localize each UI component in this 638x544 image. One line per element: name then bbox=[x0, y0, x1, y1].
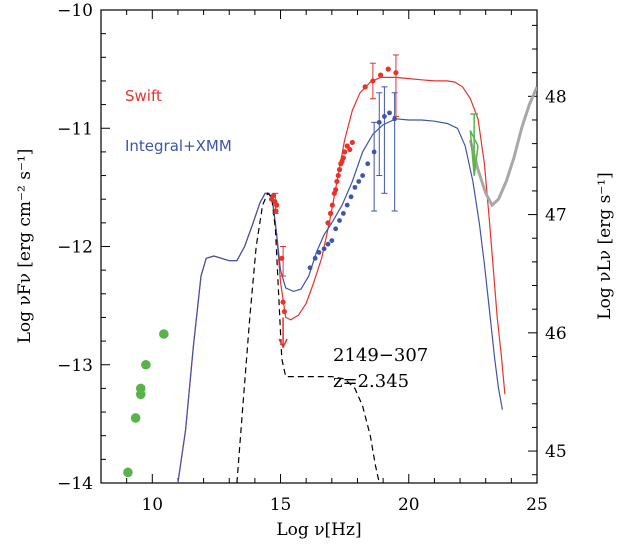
integral-xmm-point bbox=[312, 255, 318, 261]
swift-point bbox=[333, 187, 339, 193]
swift-point bbox=[370, 78, 376, 84]
integral-xmm-point bbox=[344, 202, 350, 208]
swift-point bbox=[280, 299, 286, 305]
error-bars bbox=[272, 54, 399, 277]
radio-point bbox=[135, 389, 146, 400]
swift-point bbox=[281, 308, 287, 315]
integral-xmm-point bbox=[340, 210, 346, 216]
gray-component-curve bbox=[468, 86, 537, 208]
integral-xmm-point bbox=[316, 250, 322, 255]
y-tick-label-right: 47 bbox=[545, 206, 567, 226]
radio-point bbox=[123, 467, 133, 478]
annotation-redshift: z=2.345 bbox=[333, 371, 409, 392]
y-tick-label-right: 45 bbox=[545, 442, 567, 462]
x-axis-label: Log ν[Hz] bbox=[276, 520, 361, 540]
swift-point bbox=[279, 255, 285, 261]
swift-point bbox=[393, 70, 399, 76]
integral-xmm-point bbox=[352, 184, 358, 190]
x-tick-label: 20 bbox=[398, 495, 420, 515]
data-points bbox=[123, 66, 399, 478]
swift-point bbox=[273, 208, 279, 214]
y-axis-label-right: Log νLν [erg s⁻¹] bbox=[595, 172, 615, 319]
x-tick-label: 10 bbox=[141, 495, 163, 515]
integral-xmm-point bbox=[376, 119, 382, 125]
radio-point bbox=[130, 413, 141, 423]
swift-point bbox=[325, 220, 331, 226]
swift-point bbox=[377, 72, 384, 78]
integral-xmm-point bbox=[392, 116, 398, 122]
y-tick-label: −10 bbox=[57, 1, 93, 21]
model-curves bbox=[177, 76, 537, 483]
integral-xmm-point bbox=[365, 161, 371, 167]
x-tick-label: 25 bbox=[526, 495, 548, 515]
integral-xmm-point bbox=[321, 246, 327, 252]
upper-limit-arrowhead bbox=[278, 338, 288, 349]
y-tick-label: −13 bbox=[57, 356, 93, 376]
swift-point bbox=[349, 139, 355, 146]
integral-xmm-point bbox=[307, 265, 313, 271]
integral-xmm-point bbox=[337, 218, 342, 223]
swift-point bbox=[385, 66, 391, 72]
swift-point bbox=[270, 193, 276, 199]
swift-point bbox=[362, 84, 368, 90]
integral-xmm-point bbox=[356, 179, 362, 184]
integral-xmm-point bbox=[329, 238, 335, 243]
axis-ticks bbox=[100, 9, 538, 484]
dashed-component-curve bbox=[236, 192, 380, 483]
y-axis-label: Log νFν [erg cm⁻² s⁻¹] bbox=[15, 149, 35, 344]
integral-xmm-point bbox=[360, 173, 365, 178]
integral-xmm-point bbox=[371, 149, 377, 155]
integral-xmm-point bbox=[325, 241, 331, 247]
legend-swift: Swift bbox=[125, 87, 162, 105]
radio-point bbox=[141, 359, 151, 370]
model-curve-blue bbox=[177, 118, 503, 483]
swift-point bbox=[342, 149, 348, 155]
swift-point bbox=[335, 172, 341, 179]
x-tick-label: 15 bbox=[270, 495, 292, 515]
annotation-source: 2149−307 bbox=[333, 345, 428, 366]
y-tick-label: −14 bbox=[57, 474, 93, 494]
y-tick-label-right: 48 bbox=[545, 87, 567, 107]
swift-point bbox=[334, 178, 340, 185]
y-tick-label: −12 bbox=[57, 238, 93, 258]
swift-point bbox=[347, 146, 353, 153]
swift-point bbox=[274, 202, 280, 208]
swift-point bbox=[329, 202, 335, 208]
integral-xmm-point bbox=[382, 114, 387, 119]
swift-point bbox=[340, 155, 346, 161]
legend-integral-xmm: Integral+XMM bbox=[125, 137, 232, 155]
radio-point bbox=[159, 329, 169, 339]
axis-tick-labels: 10 15 20 25 −14 −13 −12 −11 −10 45 46 47 48 bbox=[57, 1, 567, 515]
swift-point bbox=[336, 167, 343, 173]
integral-xmm-point bbox=[333, 226, 339, 232]
integral-xmm-point bbox=[348, 194, 354, 200]
y-tick-label: −11 bbox=[57, 119, 93, 139]
swift-point bbox=[327, 210, 334, 216]
integral-xmm-point bbox=[387, 110, 392, 116]
y-tick-label-right: 46 bbox=[545, 324, 567, 344]
bowtie-shape bbox=[469, 130, 479, 176]
